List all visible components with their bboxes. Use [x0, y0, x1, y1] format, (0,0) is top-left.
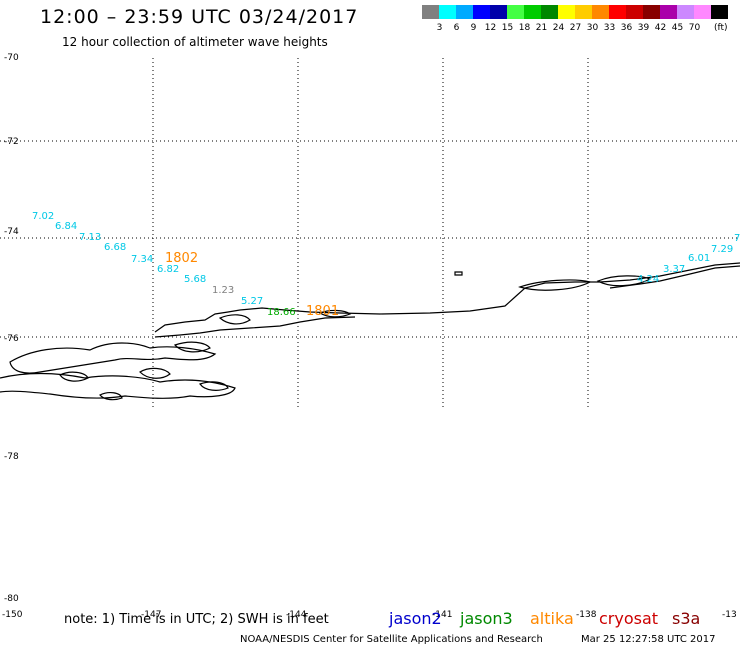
- map-title: 12:00 – 23:59 UTC 03/24/2017: [40, 6, 359, 28]
- colorbar-label: 6: [453, 23, 460, 33]
- colorbar-label: 24: [552, 23, 565, 33]
- wave-height-label: 18.66: [267, 307, 296, 318]
- generated-timestamp: Mar 25 12:27:58 UTC 2017: [581, 634, 716, 645]
- colorbar-label: 42: [654, 23, 667, 33]
- satellite-legend-altika: altika: [530, 609, 574, 628]
- credit-text: NOAA/NESDIS Center for Satellite Applica…: [240, 634, 543, 645]
- graticule: [0, 58, 740, 408]
- island-west-2: [173, 341, 211, 353]
- lat-label: -72: [4, 137, 19, 147]
- island-west-6: [218, 314, 251, 325]
- colorbar-swatch: [439, 5, 456, 19]
- colorbar-label: 15: [501, 23, 514, 33]
- colorbar-swatch: [507, 5, 524, 19]
- wave-height-label: 7.13: [79, 232, 101, 243]
- colorbar-label: 18: [518, 23, 531, 33]
- wave-height-label: 6.68: [104, 242, 126, 253]
- colorbar-swatch: [626, 5, 643, 19]
- colorbar-label: 33: [603, 23, 616, 33]
- latitude-labels: -70 -72 -74 -76 -78 -80: [4, 53, 19, 604]
- wave-height-labels: 7.02 6.84 7.13 6.68 7.34 1802 6.82 5.68 …: [32, 211, 740, 319]
- colorbar-swatch: [575, 5, 592, 19]
- coast-west: [9, 342, 217, 374]
- colorbar-swatch: [660, 5, 677, 19]
- island-east-2: [596, 275, 652, 287]
- wave-height-label: 1801: [306, 304, 339, 319]
- colorbar-label: 9: [470, 23, 477, 33]
- colorbar-label: 21: [535, 23, 548, 33]
- wave-height-label: 1.23: [212, 285, 234, 296]
- colorbar-swatch: [524, 5, 541, 19]
- island-mid: [318, 309, 352, 318]
- map-subtitle: 12 hour collection of altimeter wave hei…: [62, 35, 328, 49]
- wave-height-label: 7.29: [711, 244, 733, 255]
- ice-shelf-front: [154, 316, 356, 338]
- colorbar-label: 3: [436, 23, 443, 33]
- lon-label: -150: [2, 610, 23, 620]
- longitude-labels: -150 -147 -144 -141 -138 -13: [2, 610, 737, 620]
- ice-shelf-coastline: [154, 262, 740, 333]
- lon-label: -141: [432, 610, 452, 620]
- wave-height-label: 5.27: [241, 296, 263, 307]
- colorbar-swatch: [694, 5, 711, 19]
- satellite-legend-jason2: jason2: [389, 609, 442, 628]
- satellite-legend-s3a: s3a: [672, 609, 701, 628]
- lon-label: -144: [286, 610, 307, 620]
- satellite-legend-cryosat: cryosat: [599, 609, 659, 628]
- colorbar-unit: (ft): [714, 23, 728, 33]
- island-west-5: [99, 392, 123, 401]
- colorbar-label: 30: [586, 23, 599, 33]
- colorbar-label: 45: [671, 23, 684, 33]
- satellite-legend-jason3: jason3: [460, 609, 513, 628]
- colorbar-swatch: [592, 5, 609, 19]
- colorbar-swatch: [490, 5, 507, 19]
- island-west-4: [199, 381, 229, 391]
- wave-height-label: 1802: [165, 251, 198, 266]
- lon-label: -138: [576, 610, 597, 620]
- wave-height-label: 7: [734, 233, 740, 244]
- island-east-1: [518, 279, 592, 291]
- lon-label: -13: [722, 610, 737, 620]
- lon-label: -147: [141, 610, 161, 620]
- wave-height-label: 4.24: [637, 274, 659, 285]
- wave-height-label: 5.68: [184, 274, 206, 285]
- colorbar-swatch: [677, 5, 694, 19]
- colorbar-label: 39: [637, 23, 650, 33]
- colorbar-swatch: [558, 5, 575, 19]
- wave-height-label: 3.37: [663, 264, 685, 275]
- colorbar-label: 70: [688, 23, 701, 33]
- colorbar-label: 27: [569, 23, 582, 33]
- island-west-3: [59, 371, 89, 382]
- lat-label: -70: [4, 53, 19, 63]
- island-west-1: [139, 367, 171, 379]
- lat-label: -80: [4, 594, 19, 604]
- wave-height-label: 6.82: [157, 264, 179, 275]
- wave-height-label: 6.01: [688, 253, 710, 264]
- colorbar-swatch: [456, 5, 473, 19]
- island-small: [454, 271, 463, 276]
- coast-west-2: [0, 372, 236, 399]
- lat-label: -74: [4, 227, 19, 237]
- lat-label: -76: [4, 334, 19, 344]
- colorbar-swatch: [541, 5, 558, 19]
- colorbar-label: 36: [620, 23, 633, 33]
- wave-height-label: 6.84: [55, 221, 77, 232]
- coastline: [0, 262, 740, 401]
- colorbar-swatch: [422, 5, 439, 19]
- colorbar-swatch: [711, 5, 728, 19]
- colorbar-swatch: [643, 5, 660, 19]
- wave-height-label: 7.02: [32, 211, 54, 222]
- colorbar-label: 12: [484, 23, 497, 33]
- wave-height-label: 7.34: [131, 254, 153, 265]
- colorbar-swatch: [473, 5, 490, 19]
- footer-note: note: 1) Time is in UTC; 2) SWH is in fe…: [64, 612, 329, 627]
- lat-label: -78: [4, 452, 19, 462]
- colorbar-swatch: [609, 5, 626, 19]
